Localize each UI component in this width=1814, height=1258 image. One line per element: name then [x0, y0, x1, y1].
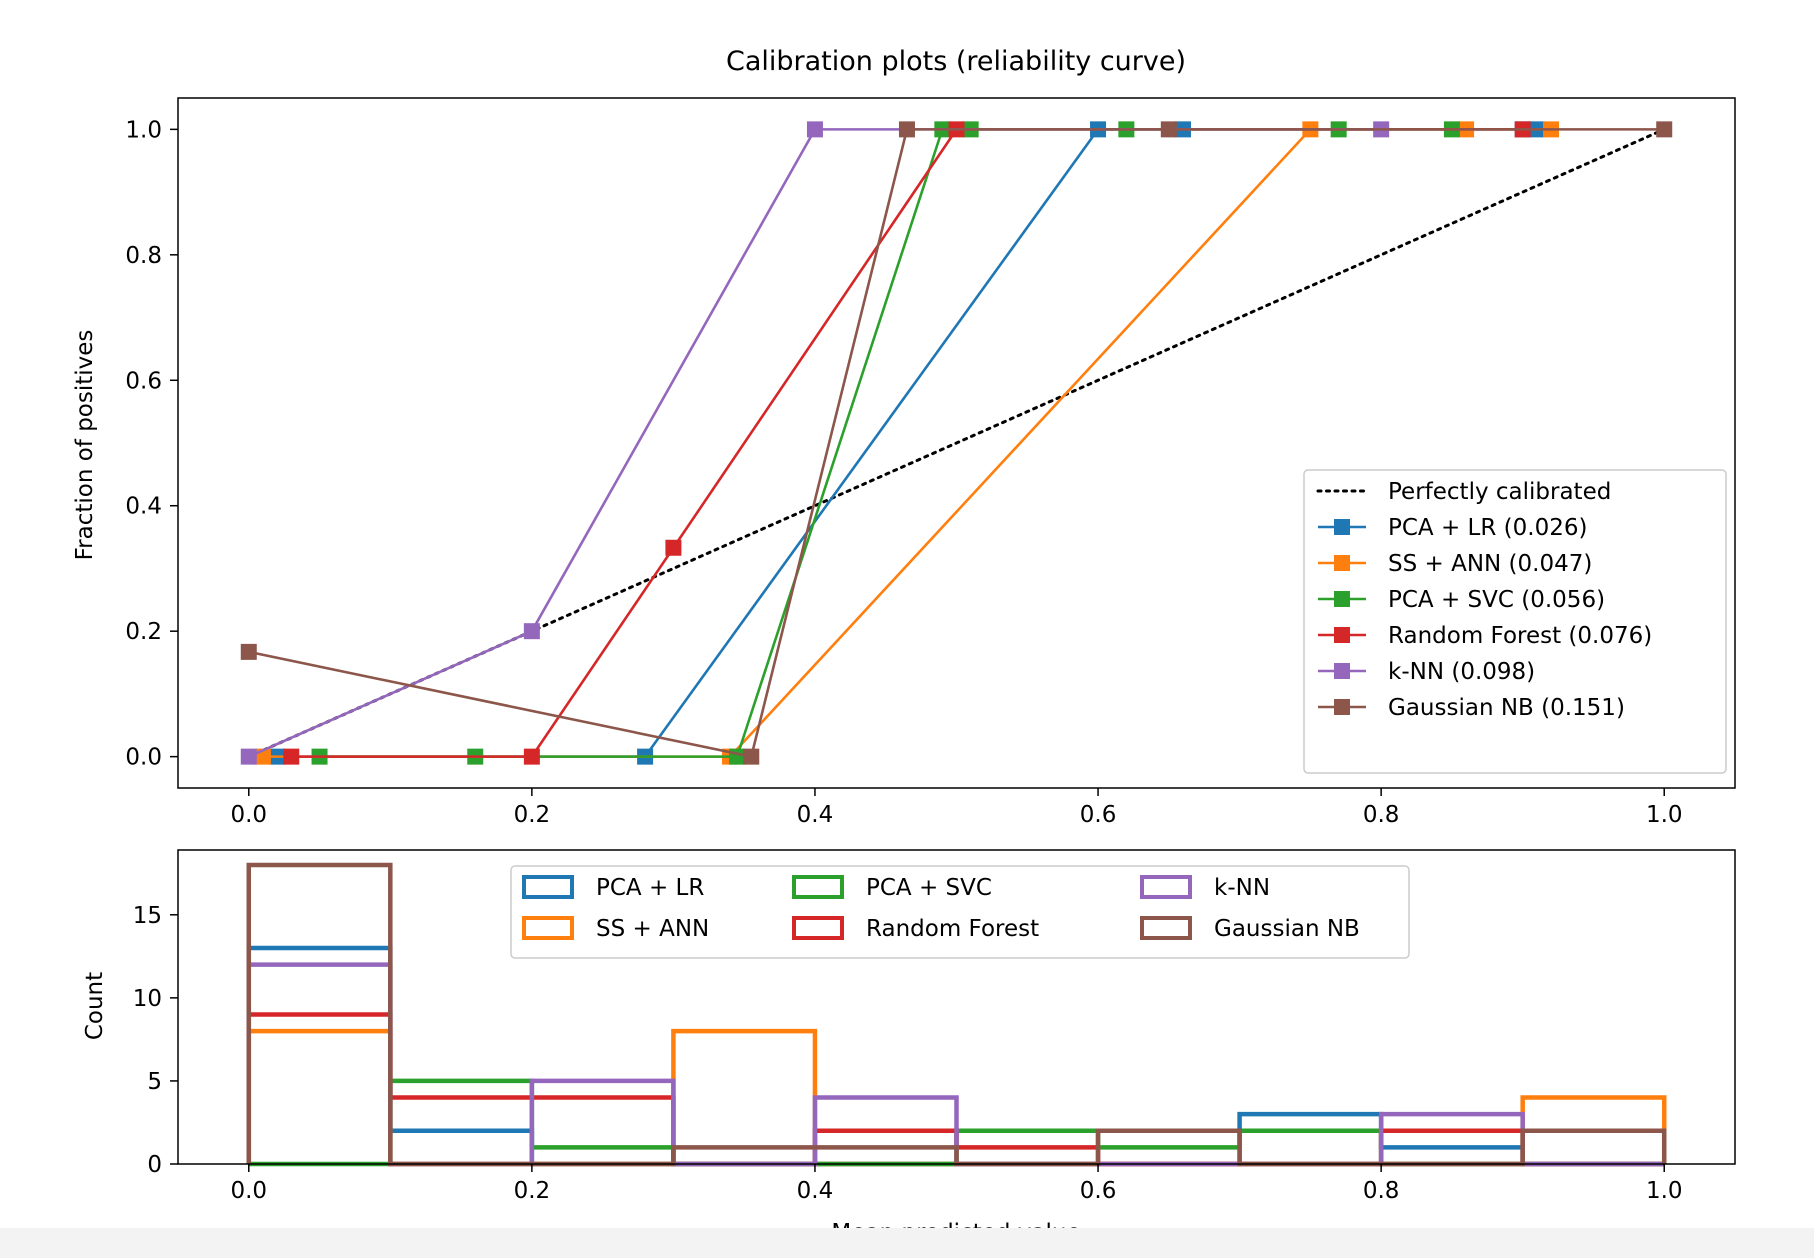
legend-entry-gaussian-nb: Gaussian NB: [1140, 916, 1360, 942]
x-tick-label: 0.6: [1080, 1178, 1117, 1204]
x-tick-label: 0.4: [797, 1178, 834, 1204]
legend-label: SS + ANN (0.047): [1388, 551, 1592, 577]
legend-label: Random Forest: [866, 916, 1039, 942]
histogram-step-k-nn: [246, 962, 1665, 1167]
data-point-marker: [743, 748, 760, 765]
legend-swatch-box: [522, 916, 574, 940]
calibration-plot: Calibration plots (reliability curve) Fr…: [72, 46, 1736, 828]
data-point-marker: [240, 748, 257, 765]
legend-entry-pca-svc-0-056: PCA + SVC (0.056): [1318, 587, 1605, 613]
legend-swatch-marker: [1334, 699, 1350, 715]
x-tick-label: 0.2: [514, 1178, 551, 1204]
legend-swatch-box: [792, 875, 844, 899]
legend-entry-random-forest-0-076: Random Forest (0.076): [1318, 623, 1652, 649]
legend-entry-k-nn-0-098: k-NN (0.098): [1318, 659, 1535, 685]
data-point-marker: [1656, 121, 1673, 138]
legend-label: SS + ANN: [596, 916, 709, 942]
y-tick-label: 0.6: [125, 368, 162, 394]
data-point-marker: [283, 748, 300, 765]
legend-label: Perfectly calibrated: [1388, 479, 1611, 505]
legend-swatch-box: [1140, 916, 1192, 940]
legend-label: PCA + SVC: [866, 875, 992, 901]
legend-swatch-marker: [1334, 555, 1350, 571]
data-point-marker: [1160, 121, 1177, 138]
legend-entry-ss-ann: SS + ANN: [522, 916, 709, 942]
y-tick-label: 5: [147, 1069, 162, 1095]
series-k-nn-0-098: [240, 121, 1390, 765]
data-point-marker: [523, 748, 540, 765]
legend-label: PCA + LR (0.026): [1388, 515, 1587, 541]
x-tick-label: 0.0: [230, 1178, 267, 1204]
legend-entry-random-forest: Random Forest: [792, 916, 1039, 942]
calibration-legend-entries: Perfectly calibrated PCA + LR (0.026) SS +…: [1316, 479, 1652, 721]
y-tick-label: 10: [133, 986, 162, 1012]
legend-label: k-NN: [1214, 875, 1270, 901]
window-bottom-strip: [0, 1228, 1814, 1258]
x-tick-label: 0.8: [1363, 1178, 1400, 1204]
x-tick-label: 0.8: [1363, 802, 1400, 828]
legend-label: PCA + SVC (0.056): [1388, 587, 1605, 613]
legend-entry-pca-lr: PCA + LR: [522, 875, 704, 901]
histogram-x-ticks: 0.0 0.2 0.4 0.6 0.8 1.0: [230, 1164, 1683, 1204]
legend-swatch-box: [522, 875, 574, 899]
x-tick-label: 0.4: [797, 802, 834, 828]
legend-swatch-marker: [1334, 663, 1350, 679]
legend-swatch-marker: [1334, 627, 1350, 643]
calibration-legend: Perfectly calibrated PCA + LR (0.026) SS +…: [1303, 469, 1727, 774]
legend-swatch-marker: [1334, 591, 1350, 607]
y-tick-label: 0.2: [125, 619, 162, 645]
histogram-plot: Count Mean predicted value 0.00.20.40.60…: [82, 849, 1736, 1246]
legend-label: Gaussian NB (0.151): [1388, 695, 1625, 721]
x-tick-label: 1.0: [1646, 1178, 1683, 1204]
legend-swatch-box: [1140, 875, 1192, 899]
data-point-marker: [806, 121, 823, 138]
y-tick-label: 0: [147, 1152, 162, 1178]
series-line-k-nn-0-098: [248, 128, 1382, 758]
legend-entry-pca-svc: PCA + SVC: [792, 875, 992, 901]
histogram-legend: PCA + LR SS + ANN PCA + SVC Random Forest k-…: [510, 865, 1410, 959]
y-tick-label: 1.0: [125, 117, 162, 143]
calibration-legend-box: [1303, 469, 1727, 774]
legend-swatch-marker: [1334, 519, 1350, 535]
series-gaussian-nb-0-151: [240, 121, 1673, 765]
y-tick-label: 0.0: [125, 745, 162, 771]
legend-entry-pca-lr-0-026: PCA + LR (0.026): [1318, 515, 1587, 541]
y-tick-label: 0.8: [125, 243, 162, 269]
calibration-x-ticks: 0.0 0.2 0.4 0.6 0.8 1.0: [230, 788, 1683, 828]
x-tick-label: 0.0: [230, 802, 267, 828]
x-tick-label: 0.2: [514, 802, 551, 828]
legend-entry-perfectly-calibrated: Perfectly calibrated: [1316, 479, 1611, 505]
calibration-title: Calibration plots (reliability curve): [726, 46, 1186, 77]
calibration-y-ticks: 0.0 0.2 0.4 0.6 0.8 1.0: [125, 117, 178, 771]
legend-label: Random Forest (0.076): [1388, 623, 1652, 649]
legend-entry-ss-ann-0-047: SS + ANN (0.047): [1318, 551, 1592, 577]
y-tick-label: 15: [133, 903, 162, 929]
data-point-marker: [665, 539, 682, 556]
histogram-plot-frame: [177, 849, 1736, 1165]
series-line-pca-svc-0-056: [319, 128, 1452, 758]
legend-label: k-NN (0.098): [1388, 659, 1535, 685]
data-point-marker: [240, 643, 257, 660]
legend-entry-k-nn: k-NN: [1140, 875, 1270, 901]
x-tick-label: 1.0: [1646, 802, 1683, 828]
legend-swatch-box: [792, 916, 844, 940]
histogram-legend-entries: PCA + LR SS + ANN PCA + SVC Random Forest k-…: [522, 875, 1360, 942]
histogram-y-ticks: 0 5 10 15: [133, 903, 178, 1178]
legend-entry-gaussian-nb-0-151: Gaussian NB (0.151): [1318, 695, 1625, 721]
histogram-y-axis-label: Count: [82, 972, 108, 1040]
calibration-series: [240, 121, 1673, 765]
data-point-marker: [523, 623, 540, 640]
calibration-plot-frame: [177, 97, 1736, 789]
x-tick-label: 0.6: [1080, 802, 1117, 828]
legend-label: PCA + LR: [596, 875, 704, 901]
calibration-y-axis-label: Fraction of positives: [72, 330, 98, 561]
y-tick-label: 0.4: [125, 494, 162, 520]
data-point-marker: [729, 748, 746, 765]
data-point-marker: [898, 121, 915, 138]
legend-label: Gaussian NB: [1214, 916, 1360, 942]
histogram-legend-box: [510, 865, 1410, 959]
